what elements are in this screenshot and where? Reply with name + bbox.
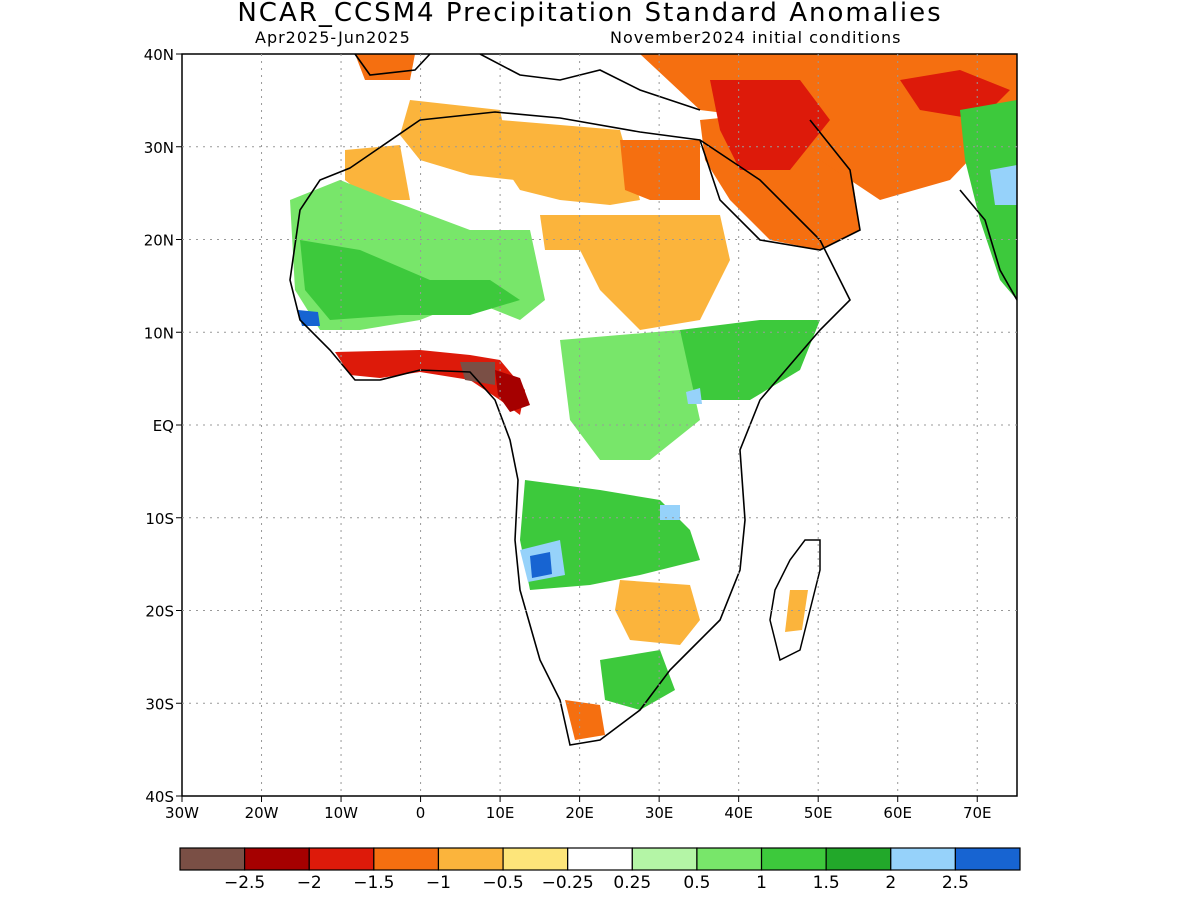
- colorbar-label: 0.25: [613, 873, 651, 893]
- lat-label: 40N: [144, 46, 174, 64]
- colorbar-label: 1: [756, 873, 767, 893]
- lat-label: 10N: [144, 324, 174, 342]
- madagascar-dry: [785, 590, 808, 632]
- central-africa-wet: [560, 330, 700, 460]
- lon-label: 70E: [963, 804, 992, 822]
- colorbar-swatch: [760, 847, 827, 871]
- lon-label: 20E: [565, 804, 594, 822]
- colorbar-swatch: [890, 847, 956, 871]
- lat-label: 30S: [145, 695, 174, 713]
- colorbar-label: −0.5: [482, 873, 523, 893]
- colorbar-swatch: [179, 847, 246, 871]
- colorbar-swatch: [696, 847, 763, 871]
- sahara-dry-region: [400, 100, 515, 180]
- libya-dry-region: [500, 120, 640, 205]
- lon-label: 0: [416, 804, 426, 822]
- colorbar-swatch: [825, 847, 892, 871]
- colorbar-swatch: [567, 847, 633, 871]
- colorbar-label: 1.5: [813, 873, 840, 893]
- lat-label: 20N: [144, 232, 174, 250]
- colorbar-label: −2.5: [224, 873, 265, 893]
- india-wet-region: [960, 100, 1017, 300]
- lon-label: 40E: [724, 804, 753, 822]
- guinea-very-wet: [298, 310, 320, 326]
- lat-label: 10S: [145, 510, 174, 528]
- ethiopia-wet-region: [680, 320, 820, 400]
- colorbar-swatch: [954, 847, 1021, 871]
- arabia-coastline: [699, 119, 861, 251]
- period-label: Apr2025-Jun2025: [255, 28, 411, 47]
- maghreb-dry: [355, 54, 415, 80]
- colorbar-swatch: [373, 847, 440, 871]
- colorbar-label: 0.5: [683, 873, 710, 893]
- zimbabwe-dry-region: [615, 580, 700, 645]
- west-sahara-dry: [345, 145, 410, 200]
- egypt-dry-region: [620, 140, 700, 200]
- lon-label: 10E: [486, 804, 515, 822]
- colorbar-swatch: [308, 847, 375, 871]
- colorbar: −2.5 −2 −1.5 −1 −0.5 −0.25 0.25 0.5 1 1.5 2 2.5: [179, 847, 1021, 893]
- iraq-very-dry: [710, 80, 830, 170]
- malawi-very-wet: [660, 505, 680, 520]
- map-title: NCAR_CCSM4 Precipitation Standard Anomal…: [237, 0, 943, 28]
- colorbar-label: −1: [426, 873, 451, 893]
- africa-coastline: [289, 111, 851, 746]
- axis-labels: 30W 20W 10W 0 10E 20E 30E 40E 50E 60E 70E 40N 30N 20N…: [144, 46, 992, 822]
- lon-label: 50E: [804, 804, 833, 822]
- lon-label: 20W: [245, 804, 279, 822]
- colorbar-label: −0.25: [542, 873, 594, 893]
- angola-extreme-wet: [530, 552, 552, 578]
- initial-conditions-label: November2024 initial conditions: [610, 28, 902, 47]
- colorbar-label: −1.5: [353, 873, 394, 893]
- india-very-wet: [990, 165, 1017, 205]
- lat-label: 30N: [144, 139, 174, 157]
- lake-victoria-very-wet: [686, 388, 702, 404]
- lon-label: 60E: [883, 804, 912, 822]
- colorbar-label: −2: [297, 873, 322, 893]
- sudan-dry-region: [540, 215, 730, 330]
- nigeria-coast-extreme-dry: [460, 362, 495, 385]
- graticule: [182, 54, 1017, 796]
- lat-label: EQ: [153, 417, 174, 435]
- anomaly-fields: [290, 54, 1017, 745]
- lon-label: 30E: [645, 804, 674, 822]
- colorbar-label: 2: [885, 873, 896, 893]
- angola-wet-region: [520, 480, 700, 590]
- colorbar-swatch: [631, 847, 698, 871]
- india-coastline: [959, 189, 1017, 301]
- lon-label: 30W: [165, 804, 199, 822]
- colorbar-swatch: [244, 847, 310, 871]
- lat-label: 20S: [145, 603, 174, 621]
- lon-label: 10W: [324, 804, 358, 822]
- colorbar-label: 2.5: [942, 873, 969, 893]
- colorbar-swatch: [502, 847, 569, 871]
- western-cape-dry: [565, 700, 605, 740]
- colorbar-swatch: [437, 847, 504, 871]
- south-africa-wet: [600, 650, 675, 710]
- lat-label: 40S: [145, 788, 174, 806]
- cameroon-dry: [495, 370, 530, 412]
- west-africa-wet-core: [300, 240, 520, 320]
